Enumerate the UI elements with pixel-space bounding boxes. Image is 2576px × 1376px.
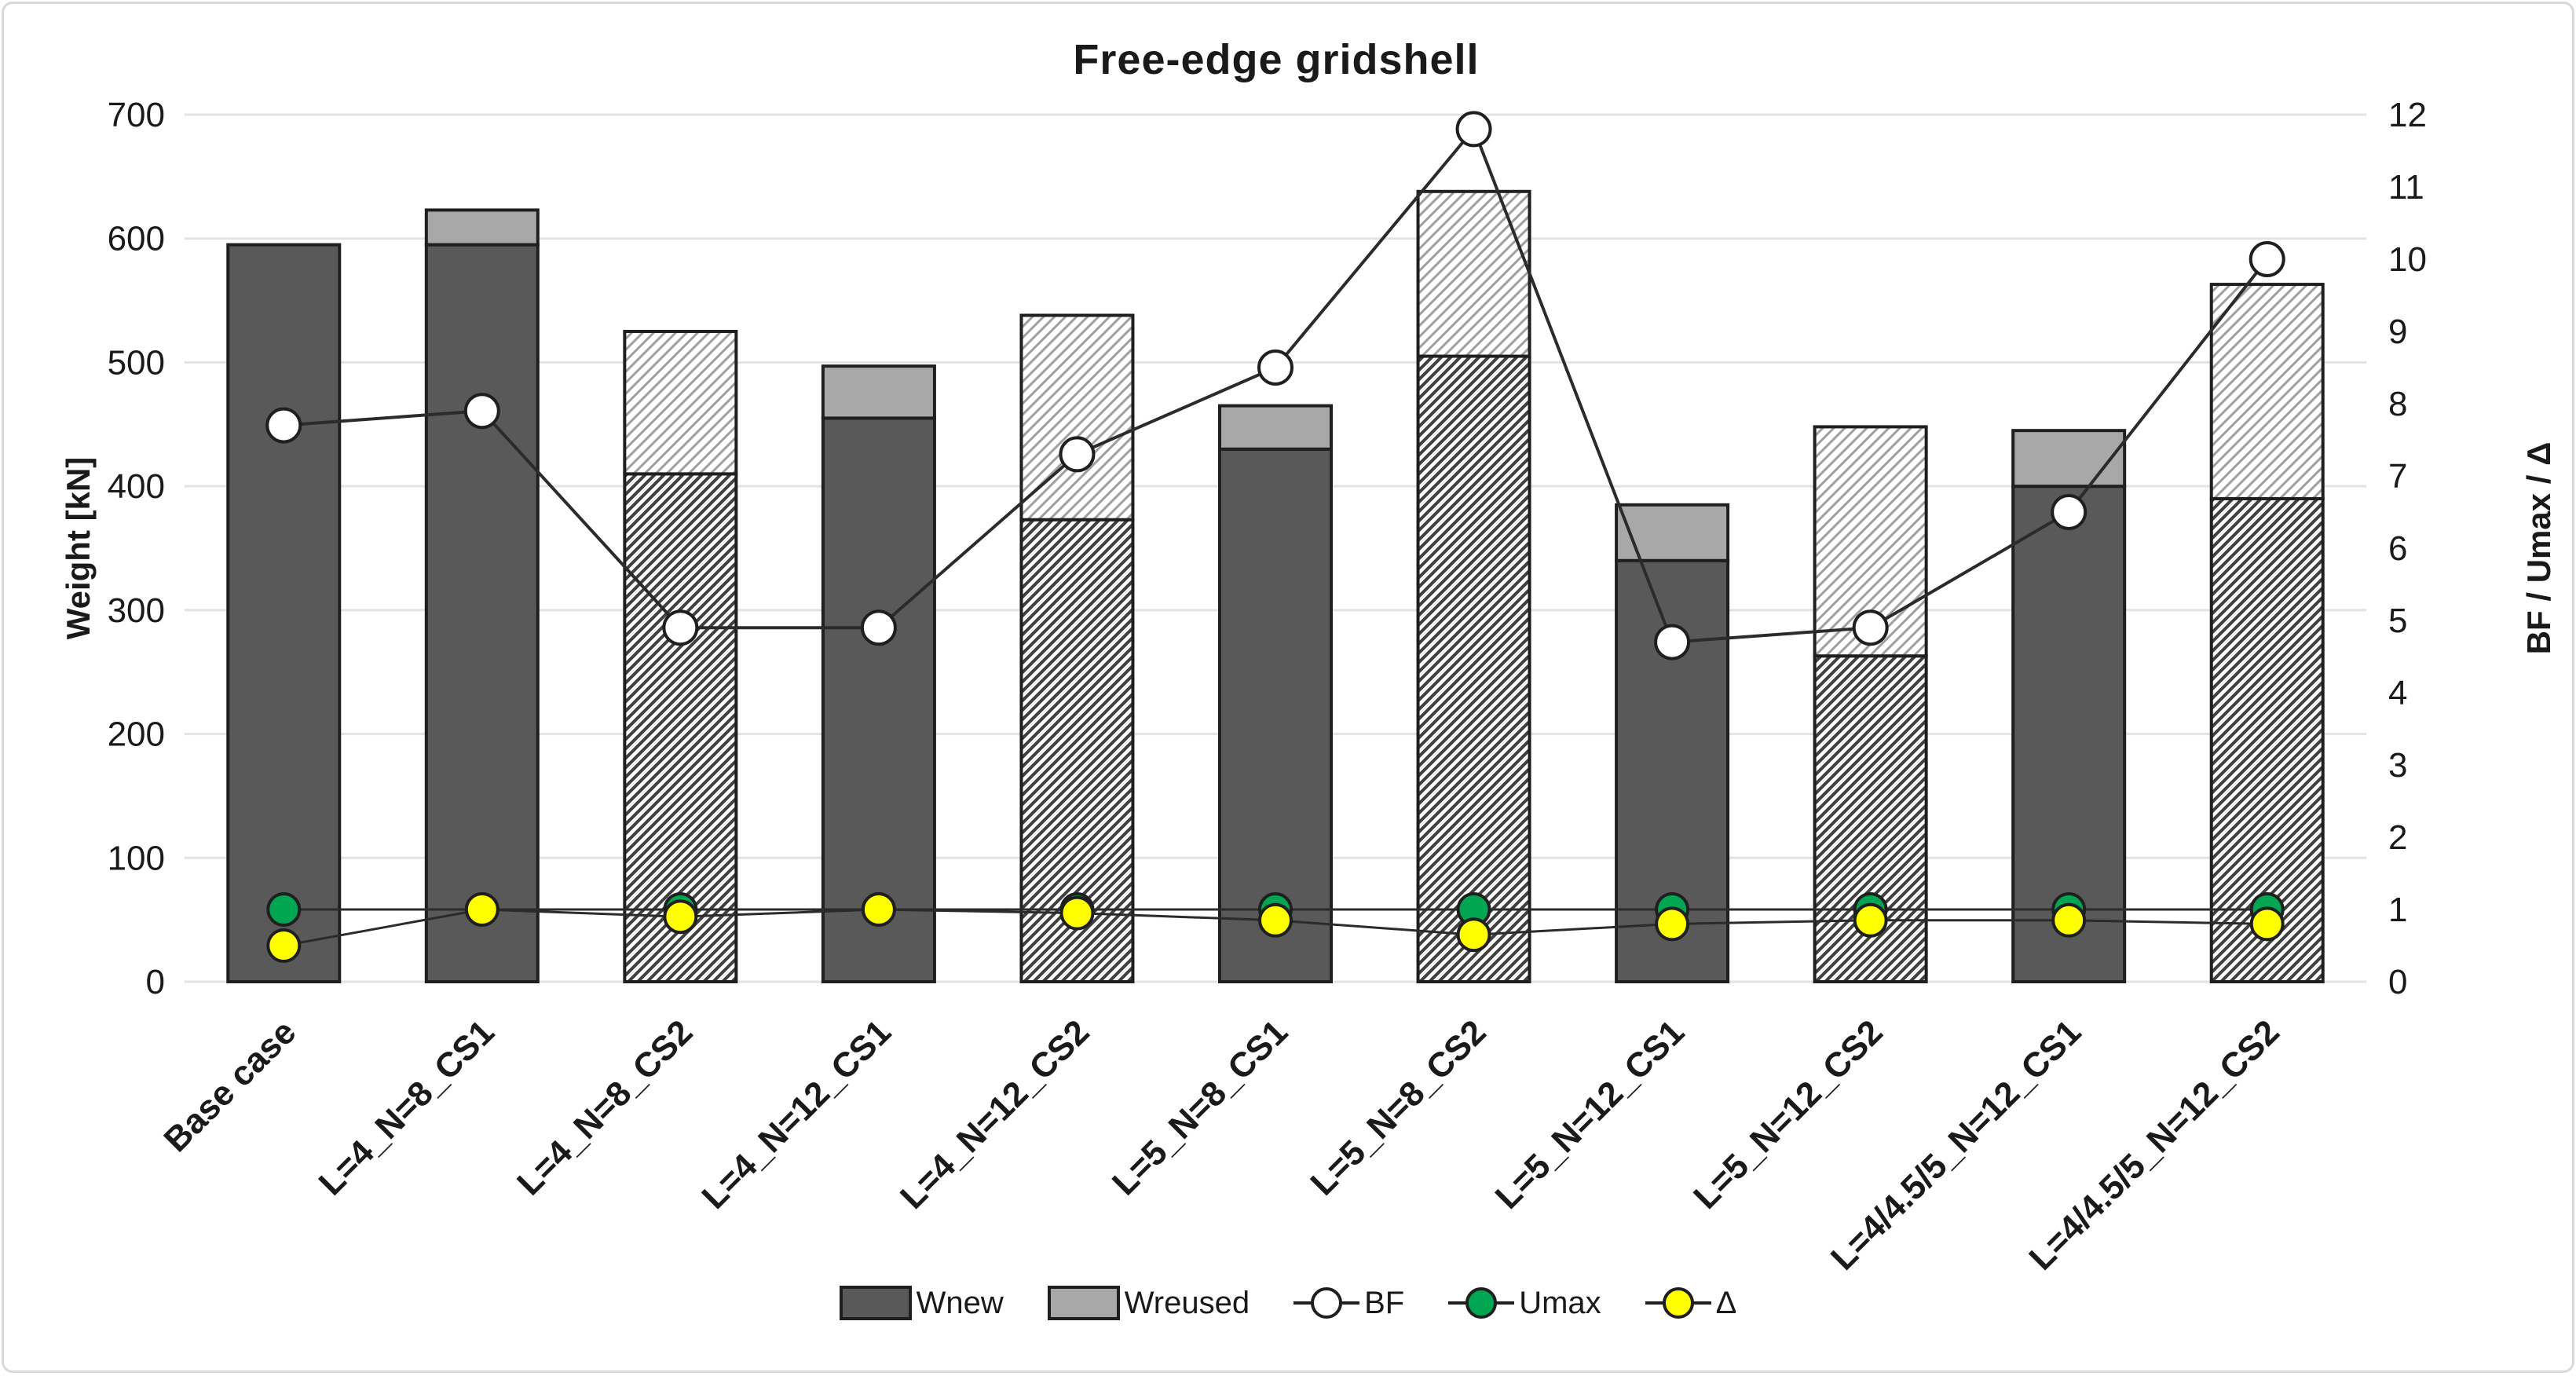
bar-wreused-2 [623,330,738,476]
bar-wreused-6 [1416,189,1531,358]
category-label-1: L=4_N=8_CS1 [312,1012,502,1202]
right-axis-tick-8: 8 [2388,385,2407,423]
right-axis-tick-0: 0 [2388,963,2407,1001]
umax-marker-icon [1448,1283,1515,1323]
category-label-5: L=5_N=8_CS1 [1105,1012,1295,1202]
bf-marker-2 [662,609,699,646]
legend-label-delta: Δ [1715,1285,1737,1320]
left-axis-title: Weight [kN] [60,456,97,640]
bar-wnew-0 [226,243,342,984]
delta-marker-10 [2249,906,2285,942]
left-axis-tick-100: 100 [108,839,165,877]
delta-marker-3 [861,892,896,927]
bar-wreused-5 [1218,404,1333,451]
delta-marker-8 [1853,902,1888,938]
bar-wreused-7 [1615,503,1730,562]
delta-marker-7 [1655,906,1690,942]
left-axis-tick-0: 0 [146,963,165,1001]
right-axis-tick-3: 3 [2388,746,2407,785]
delta-marker-5 [1258,902,1293,938]
category-label-7: L=5_N=12_CS1 [1488,1012,1692,1217]
right-axis-tick-4: 4 [2388,674,2407,712]
legend-label-wnew: Wnew [916,1285,1004,1320]
left-axis-tick-400: 400 [108,467,165,506]
bf-marker-0 [265,407,302,444]
chart-plot-area: 01002003004005006007000123456789101112Ba… [108,96,2427,1278]
category-label-4: L=4_N=12_CS2 [893,1012,1097,1217]
legend-item-wreused: Wreused [1047,1285,1250,1321]
left-axis-tick-700: 700 [108,96,165,134]
legend-label-bf: BF [1364,1285,1405,1320]
category-label-3: L=4_N=12_CS1 [694,1012,898,1217]
category-label-2: L=4_N=8_CS2 [510,1012,700,1202]
right-axis-tick-2: 2 [2388,818,2407,857]
bf-marker-8 [1852,609,1889,646]
line-series-bf [265,111,2285,661]
bar-wreused-9 [2011,429,2127,489]
bar-wnew-1 [424,243,540,984]
delta-marker-icon [1645,1283,1711,1323]
bf-marker-4 [1059,436,1096,473]
bf-marker-1 [463,393,500,430]
right-axis-tick-5: 5 [2388,602,2407,640]
bar-wreused-10 [2209,283,2325,500]
left-axis-tick-300: 300 [108,591,165,630]
right-axis-tick-10: 10 [2388,240,2427,279]
bf-marker-3 [860,609,897,646]
legend-item-umax: Umax [1448,1283,1601,1323]
legend-label-wreused: Wreused [1124,1285,1250,1320]
right-axis-tick-7: 7 [2388,457,2407,496]
legend-item-bf: BF [1293,1283,1404,1323]
umax-marker-0 [266,892,302,927]
bf-marker-5 [1257,349,1293,386]
right-axis-tick-6: 6 [2388,529,2407,568]
delta-marker-1 [464,892,499,927]
bar-wnew-3 [821,416,936,983]
chart-title: Free-edge gridshell [1073,36,1480,83]
bar-wreused-3 [821,364,936,420]
category-label-0: Base case [156,1012,303,1159]
category-label-8: L=5_N=12_CS2 [1686,1012,1890,1217]
bar-wnew-6 [1416,354,1531,983]
right-axis-title: BF / Umax / Δ [2520,441,2557,655]
bar-wreused-1 [424,208,540,247]
left-axis-tick-600: 600 [108,220,165,258]
right-axis-tick-12: 12 [2388,96,2427,134]
bf-marker-10 [2249,241,2285,277]
delta-marker-0 [266,928,302,963]
left-axis-tick-200: 200 [108,715,165,754]
bf-marker-7 [1654,624,1691,661]
delta-marker-2 [663,899,698,935]
delta-marker-4 [1059,895,1095,931]
delta-marker-9 [2051,902,2087,938]
right-axis-tick-11: 11 [2388,168,2424,207]
legend-item-wnew: Wnew [839,1285,1004,1321]
bf-marker-9 [2051,494,2088,530]
legend: Wnew Wreused BF Umax Δ [4,1283,2572,1323]
delta-marker-6 [1456,917,1491,953]
category-label-6: L=5_N=8_CS2 [1303,1012,1493,1202]
right-axis-tick-9: 9 [2388,313,2407,351]
left-axis-tick-500: 500 [108,343,165,382]
wreused-swatch-icon [1047,1286,1120,1320]
wnew-swatch-icon [839,1286,912,1320]
right-axis-tick-1: 1 [2388,891,2407,929]
bf-marker-6 [1455,111,1492,148]
line-series-delta [266,892,2285,963]
bf-marker-icon [1293,1283,1360,1323]
legend-label-umax: Umax [1519,1285,1601,1320]
legend-item-delta: Δ [1645,1283,1737,1323]
